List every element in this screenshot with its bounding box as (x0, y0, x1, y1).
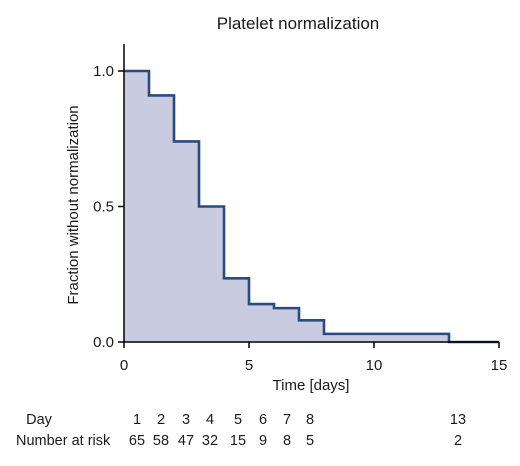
risk-count-1: 65 (129, 433, 145, 449)
y-ticks: 0.0 0.5 1.0 (93, 63, 124, 351)
risk-table-day-label: Day (26, 412, 53, 428)
risk-count-8: 5 (306, 433, 314, 449)
risk-table-days: 1 2 3 4 5 6 7 8 13 (133, 412, 466, 428)
plot-area: 0 5 10 15 0.0 0.5 1.0 (93, 44, 507, 374)
risk-day-2: 2 (157, 412, 165, 428)
risk-count-2: 58 (153, 433, 169, 449)
survival-step-line (124, 69, 499, 344)
risk-day-4: 4 (206, 412, 214, 428)
chart-title: Platelet normalization (217, 14, 380, 33)
risk-day-5: 5 (234, 412, 242, 428)
risk-count-5: 15 (230, 433, 246, 449)
x-tick-label: 0 (120, 357, 128, 374)
risk-count-3: 47 (178, 433, 194, 449)
risk-table-counts: 65 58 47 32 15 9 8 5 2 (129, 433, 462, 449)
y-tick-label: 0.5 (93, 199, 114, 216)
risk-count-13: 2 (454, 433, 462, 449)
risk-day-3: 3 (182, 412, 190, 428)
x-ticks: 0 5 10 15 (120, 342, 508, 374)
survival-area-fill (124, 71, 499, 342)
risk-table: Day Number at risk 1 2 3 4 5 6 7 8 13 65 58 47 32 15… (16, 412, 466, 449)
x-tick-label: 5 (245, 357, 253, 374)
y-axis-label: Fraction without normalization (65, 105, 82, 304)
x-tick-label: 15 (491, 357, 508, 374)
y-tick-label: 0.0 (93, 334, 114, 351)
x-tick-label: 10 (366, 357, 383, 374)
x-axis-label: Time [days] (273, 377, 350, 394)
risk-count-6: 9 (259, 433, 267, 449)
risk-day-6: 6 (259, 412, 267, 428)
risk-count-7: 8 (283, 433, 291, 449)
risk-day-7: 7 (283, 412, 291, 428)
risk-day-1: 1 (133, 412, 141, 428)
risk-day-13: 13 (450, 412, 466, 428)
risk-count-4: 32 (202, 433, 218, 449)
risk-table-risk-label: Number at risk (16, 433, 111, 449)
y-tick-label: 1.0 (93, 63, 114, 80)
risk-day-8: 8 (306, 412, 314, 428)
